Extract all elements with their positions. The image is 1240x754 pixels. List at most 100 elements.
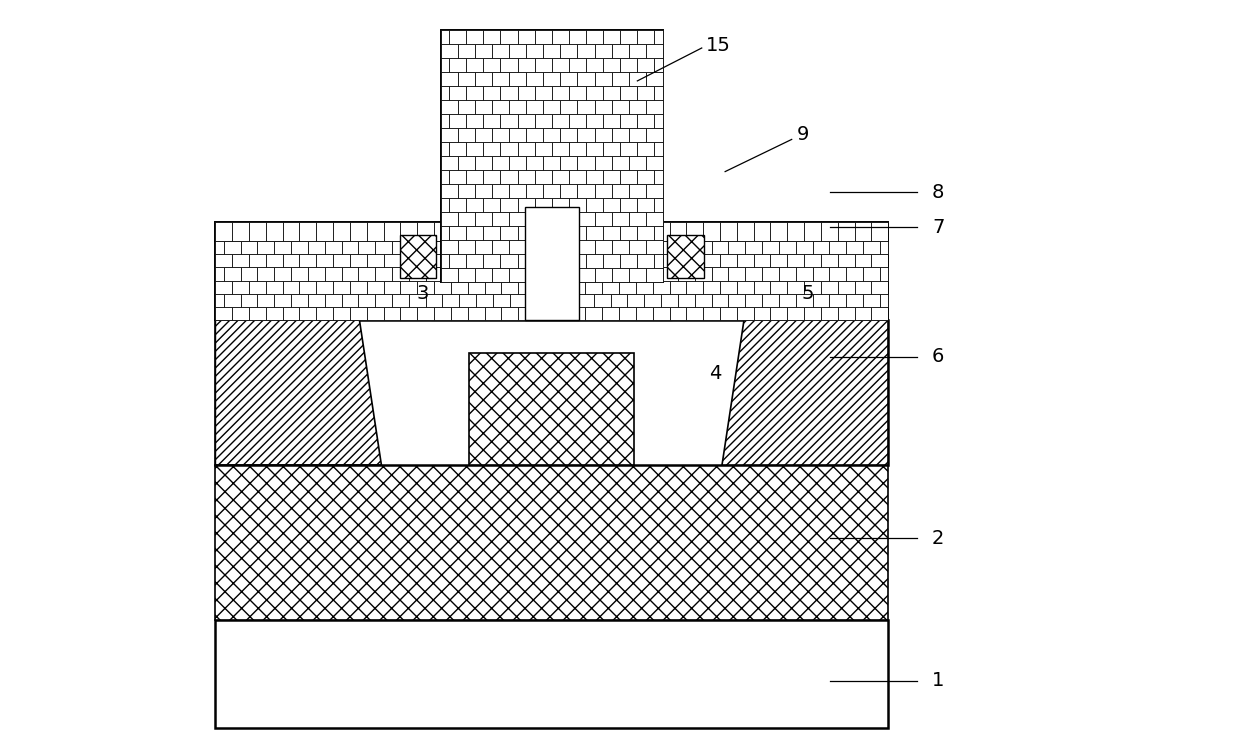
Bar xyxy=(501,226,517,240)
Bar xyxy=(510,268,526,282)
Bar xyxy=(552,226,569,240)
Bar xyxy=(265,280,283,294)
Bar xyxy=(578,156,594,170)
Polygon shape xyxy=(722,320,888,465)
Bar xyxy=(501,307,518,320)
Bar xyxy=(552,307,569,320)
Bar xyxy=(569,29,587,44)
Bar xyxy=(534,29,552,44)
Bar xyxy=(569,226,587,240)
Bar xyxy=(492,212,510,226)
Bar xyxy=(501,29,517,44)
Bar xyxy=(316,307,334,320)
Bar xyxy=(611,100,629,114)
Bar xyxy=(440,198,449,212)
Bar xyxy=(880,268,888,280)
Bar xyxy=(434,222,451,241)
Bar xyxy=(552,29,569,44)
Bar xyxy=(620,142,637,156)
Bar xyxy=(821,222,838,241)
Bar xyxy=(620,29,637,44)
Bar xyxy=(763,241,779,254)
Bar xyxy=(655,86,663,100)
Bar xyxy=(518,254,534,268)
Bar xyxy=(501,86,517,100)
Bar xyxy=(449,29,466,44)
Bar xyxy=(610,241,627,254)
Bar xyxy=(440,240,458,254)
Bar xyxy=(466,226,484,240)
Bar xyxy=(459,268,476,280)
Bar xyxy=(854,222,872,241)
Bar xyxy=(494,294,510,307)
Bar xyxy=(737,307,754,320)
Bar xyxy=(594,240,611,254)
Bar xyxy=(484,170,501,184)
Bar xyxy=(552,254,569,268)
Bar xyxy=(358,241,376,254)
Bar xyxy=(569,280,585,294)
Bar xyxy=(534,254,552,268)
Bar xyxy=(466,86,484,100)
Bar xyxy=(578,212,594,226)
Bar xyxy=(510,212,526,226)
Bar xyxy=(518,280,534,294)
Bar xyxy=(485,307,501,320)
Bar xyxy=(670,307,687,320)
Bar xyxy=(560,184,578,198)
Bar xyxy=(661,241,678,254)
Bar xyxy=(232,222,249,241)
Bar xyxy=(880,294,888,307)
Bar xyxy=(577,241,594,254)
Bar xyxy=(745,268,763,280)
Bar xyxy=(594,156,611,170)
Bar xyxy=(552,222,569,241)
Bar xyxy=(501,254,517,268)
Bar xyxy=(518,307,534,320)
Bar xyxy=(577,294,594,307)
Bar xyxy=(594,184,611,198)
Bar xyxy=(526,212,543,226)
Bar xyxy=(232,254,249,268)
Bar xyxy=(510,128,526,142)
Bar xyxy=(821,254,838,268)
Bar xyxy=(510,156,526,170)
Bar xyxy=(334,254,350,268)
Bar xyxy=(636,254,652,268)
Bar xyxy=(804,280,821,294)
Bar xyxy=(838,307,854,320)
Bar xyxy=(652,254,670,268)
Bar xyxy=(451,222,467,241)
Bar xyxy=(569,198,587,212)
Bar xyxy=(432,282,672,320)
Bar xyxy=(838,254,854,268)
Bar xyxy=(300,307,316,320)
Bar xyxy=(517,254,534,268)
Bar xyxy=(594,100,611,114)
Bar xyxy=(440,268,458,282)
Bar xyxy=(440,58,449,72)
Bar xyxy=(587,170,603,184)
Bar xyxy=(440,184,458,198)
Bar xyxy=(627,294,645,307)
Bar xyxy=(216,320,888,465)
Bar xyxy=(440,128,458,142)
Bar xyxy=(527,268,543,280)
Bar xyxy=(458,44,475,58)
Bar xyxy=(534,198,552,212)
Bar xyxy=(325,241,341,254)
Bar xyxy=(283,222,300,241)
Bar xyxy=(560,100,578,114)
Bar xyxy=(466,114,484,128)
Bar xyxy=(526,268,543,282)
Bar xyxy=(241,294,258,307)
Bar xyxy=(216,254,232,268)
Bar xyxy=(466,254,484,268)
Bar xyxy=(492,156,510,170)
Bar xyxy=(475,184,492,198)
Bar xyxy=(578,100,594,114)
Bar xyxy=(534,142,552,156)
Bar xyxy=(484,114,501,128)
Bar xyxy=(619,222,636,241)
Bar xyxy=(787,254,804,268)
